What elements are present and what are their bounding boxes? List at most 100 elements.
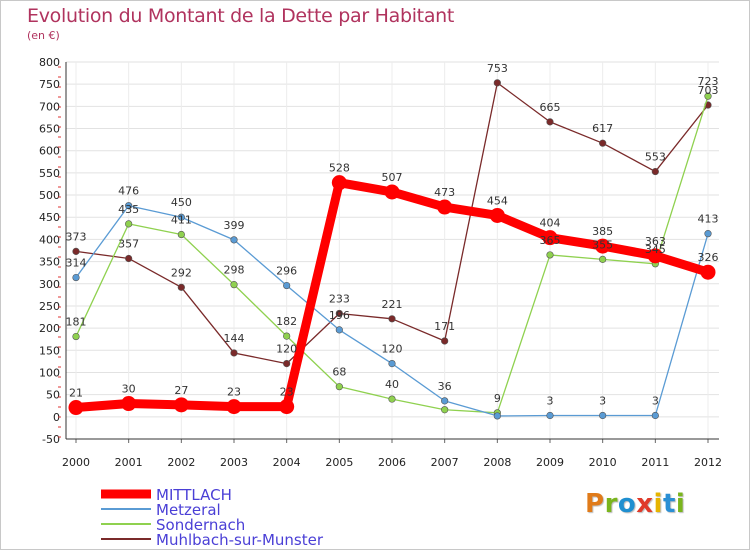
data-point xyxy=(68,400,84,416)
data-label: 36 xyxy=(438,380,452,393)
x-tick-label: 2001 xyxy=(115,456,143,469)
data-point xyxy=(441,337,449,345)
data-point xyxy=(599,139,607,147)
legend-label: MITTLACH xyxy=(156,486,232,504)
y-tick-label: -50 xyxy=(42,433,60,446)
data-point xyxy=(335,309,343,318)
x-tick-label: 2010 xyxy=(589,456,617,469)
data-point xyxy=(173,397,189,413)
data-point xyxy=(283,281,291,290)
x-tick-label: 2007 xyxy=(431,456,459,469)
data-point xyxy=(493,412,501,420)
data-point xyxy=(335,326,343,334)
chart-unit: (en €) xyxy=(27,29,60,42)
x-tick-label: 2000 xyxy=(62,456,90,469)
data-label: 292 xyxy=(171,266,192,279)
y-tick-label: 200 xyxy=(39,322,60,335)
legend-label: Sondernach xyxy=(156,516,245,534)
data-point xyxy=(595,238,611,254)
data-label: 221 xyxy=(382,298,403,311)
y-tick-label: 50 xyxy=(46,389,60,402)
x-tick-label: 2002 xyxy=(167,456,195,469)
x-tick-label: 2011 xyxy=(641,456,669,469)
data-point xyxy=(441,397,449,405)
data-point xyxy=(388,395,396,403)
x-tick-label: 2008 xyxy=(483,456,511,469)
data-label: 314 xyxy=(66,257,87,270)
data-point xyxy=(599,255,607,263)
data-label: 473 xyxy=(434,186,455,199)
data-point xyxy=(331,175,347,191)
x-tick-label: 2003 xyxy=(220,456,248,469)
data-point xyxy=(230,349,238,357)
data-point xyxy=(546,411,554,420)
data-point xyxy=(279,399,295,415)
data-label: 413 xyxy=(698,213,719,226)
data-point xyxy=(230,236,238,244)
data-point xyxy=(704,92,712,100)
data-label: 476 xyxy=(118,185,139,198)
data-label: 357 xyxy=(118,237,139,250)
data-label: 399 xyxy=(224,219,245,232)
data-point xyxy=(651,411,659,420)
data-label: 233 xyxy=(329,292,350,305)
data-label: 182 xyxy=(276,315,297,328)
data-label: 23 xyxy=(280,386,294,399)
data-point xyxy=(437,199,453,215)
data-label: 365 xyxy=(540,234,561,247)
y-tick-label: 550 xyxy=(39,167,60,180)
data-label: 120 xyxy=(382,343,403,356)
data-label: 181 xyxy=(66,316,87,329)
x-tick-label: 2005 xyxy=(325,456,353,469)
data-point xyxy=(647,248,663,264)
data-label: 326 xyxy=(698,251,719,264)
data-label: 435 xyxy=(118,203,139,216)
data-point xyxy=(72,273,80,282)
data-label: 404 xyxy=(540,217,561,230)
data-label: 120 xyxy=(276,343,297,356)
logo-letter: i xyxy=(675,489,686,519)
data-point xyxy=(441,406,449,414)
data-label: 703 xyxy=(698,84,719,97)
data-label: 30 xyxy=(122,383,136,396)
data-label: 23 xyxy=(227,386,241,399)
data-label: 617 xyxy=(592,122,613,135)
y-tick-label: 500 xyxy=(39,189,60,202)
data-label: 454 xyxy=(487,194,508,207)
logo-letter: i xyxy=(653,489,663,519)
data-point xyxy=(388,360,396,368)
y-tick-label: 450 xyxy=(39,211,60,224)
data-label: 345 xyxy=(645,243,666,256)
y-tick-label: 150 xyxy=(39,344,60,357)
data-point xyxy=(283,332,291,340)
legend-label: Metzeral xyxy=(156,501,221,519)
data-point xyxy=(546,251,554,259)
data-label: 450 xyxy=(171,196,192,209)
y-tick-label: 250 xyxy=(39,300,60,313)
data-label: 171 xyxy=(434,320,455,333)
data-point xyxy=(704,230,712,238)
data-label: 355 xyxy=(592,238,613,251)
data-point xyxy=(493,79,501,87)
logo-letter: t xyxy=(662,489,676,519)
data-point xyxy=(283,360,291,368)
data-label: 21 xyxy=(69,387,83,400)
data-point xyxy=(121,396,137,412)
data-point xyxy=(125,202,133,210)
data-point xyxy=(125,220,133,228)
data-label: 40 xyxy=(385,378,399,391)
logo-letter: x xyxy=(636,489,654,519)
data-label: 411 xyxy=(171,214,192,227)
data-label: 507 xyxy=(382,171,403,184)
data-point xyxy=(177,283,185,291)
logo-letter: P xyxy=(585,489,605,519)
y-tick-label: 300 xyxy=(39,278,60,291)
data-label: 3 xyxy=(547,394,554,407)
data-label: 68 xyxy=(332,366,346,379)
data-point xyxy=(700,264,716,280)
data-label: 9 xyxy=(494,392,501,405)
data-label: 723 xyxy=(698,75,719,88)
y-tick-label: 350 xyxy=(39,256,60,269)
data-label: 528 xyxy=(329,162,350,175)
